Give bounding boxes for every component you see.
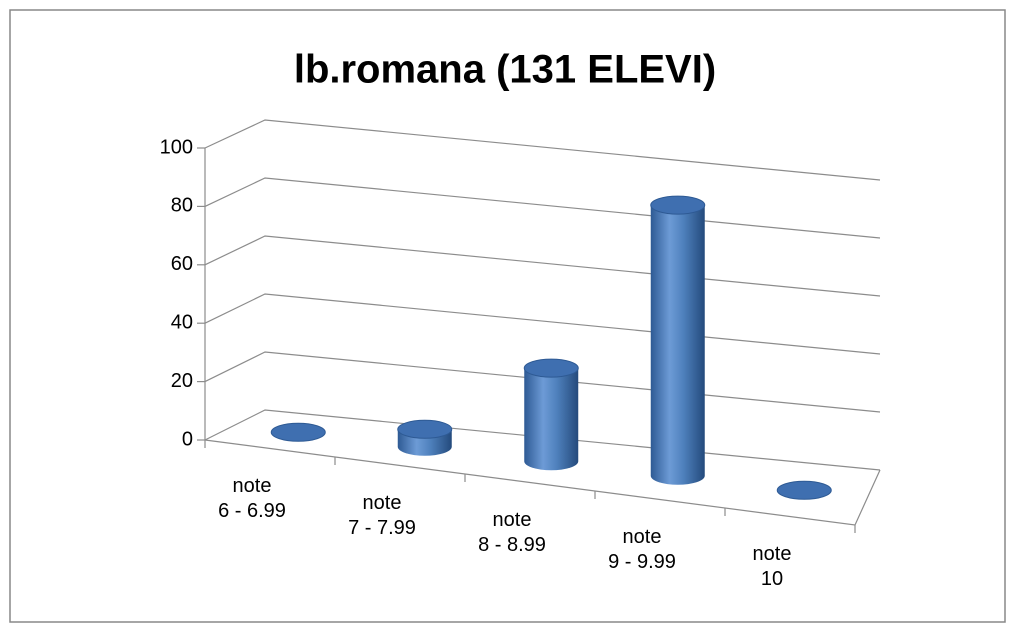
x-tick-label: 6 - 6.99 xyxy=(218,500,286,522)
bar-body xyxy=(650,205,705,485)
bar-top xyxy=(776,480,832,500)
y-tick-label: 40 xyxy=(171,311,193,333)
y-tick-label: 20 xyxy=(171,370,193,392)
bar-top xyxy=(270,422,326,442)
x-tick-label: 7 - 7.99 xyxy=(348,517,416,539)
y-tick-label: 60 xyxy=(171,253,193,275)
bar-body xyxy=(524,368,579,471)
x-tick-label: 8 - 8.99 xyxy=(478,534,546,556)
x-tick-label: 9 - 9.99 xyxy=(608,551,676,573)
bar-top xyxy=(523,358,579,378)
x-tick-label: note xyxy=(753,543,792,565)
y-tick-label: 80 xyxy=(171,195,193,217)
bar xyxy=(397,419,453,456)
bar xyxy=(650,195,706,485)
x-tick-label: note xyxy=(363,492,402,514)
bar xyxy=(776,480,832,500)
bar-top xyxy=(650,195,706,215)
bar xyxy=(270,422,326,442)
grid-line xyxy=(204,119,881,181)
y-tick-label: 0 xyxy=(182,428,193,450)
x-tick-label: note xyxy=(493,509,532,531)
bar-top xyxy=(397,419,453,439)
bar xyxy=(523,358,579,471)
x-tick-label: note xyxy=(623,526,662,548)
x-tick-label: note xyxy=(233,475,272,497)
y-tick-label: 100 xyxy=(160,136,193,158)
chart-title: lb.romana (131 ELEVI) xyxy=(294,48,716,92)
x-tick-label: 10 xyxy=(761,568,783,590)
chart-frame xyxy=(9,9,1006,623)
